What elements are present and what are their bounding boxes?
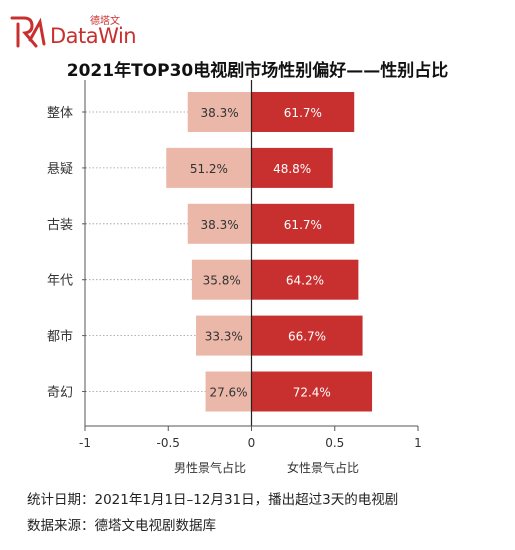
x-tick-label: 0 [248,436,256,450]
male-value-label: 35.8% [203,274,241,288]
female-bar [251,203,355,244]
x-tick-label: -1 [79,436,91,450]
male-value-label: 33.3% [205,330,243,344]
male-bar [187,92,252,132]
female-value-label: 64.2% [286,274,324,288]
x-tick-label: 0.5 [325,436,344,450]
male-bar [205,371,252,412]
footer-date-value: 2021年1月1日–12月31日，播出超过3天的电视剧 [94,492,399,508]
category-label: 悬疑 [47,161,73,177]
legend-female: 女性景气占比 [287,460,359,475]
female-bar [251,371,373,412]
category-label: 奇幻 [47,385,73,401]
footer-source-value: 德塔文电视剧数据库 [94,518,217,534]
datawin-logo: 德塔文 DataWin [10,10,160,50]
male-bar [196,315,252,356]
female-value-label: 72.4% [293,386,331,400]
footer-date: 统计日期：2021年1月1日–12月31日，播出超过3天的电视剧 [27,488,398,508]
datawin-mark-icon [10,16,46,48]
logo-chinese-name: 德塔文 [90,16,120,27]
category-label: 整体 [47,106,73,121]
female-value-label: 48.8% [273,162,311,176]
male-value-label: 27.6% [209,386,247,400]
category-label: 都市 [47,329,73,345]
male-bar [166,147,252,188]
legend-male: 男性景气占比 [174,460,246,475]
category-label: 年代 [47,274,73,289]
female-value-label: 61.7% [284,106,322,120]
male-bar [187,203,252,244]
female-bar [251,259,359,300]
female-value-label: 66.7% [288,330,326,344]
male-value-label: 38.3% [201,218,239,232]
footer-date-label: 统计日期： [27,492,95,508]
female-bar [251,315,363,356]
logo-english-name: DataWin [50,24,137,48]
male-value-label: 38.3% [201,106,239,120]
diverging-bar-chart: 38.3% 61.7% 51.2% 48.8% 38.3% 61.7% 35.8% 64.2%… [47,80,422,475]
x-tick-label: 1 [414,436,422,450]
category-label: 古装 [47,218,73,233]
footer-source: 数据来源：德塔文电视剧数据库 [27,514,216,534]
footer-source-label: 数据来源： [27,518,95,534]
female-bar [251,92,355,132]
female-bar [251,147,333,188]
male-bar [191,259,252,300]
male-value-label: 51.2% [190,162,228,176]
x-tick-label: -0.5 [157,436,180,450]
chart-title: 2021年TOP30电视剧市场性别偏好——性别占比 [66,61,449,81]
female-value-label: 61.7% [284,218,322,232]
